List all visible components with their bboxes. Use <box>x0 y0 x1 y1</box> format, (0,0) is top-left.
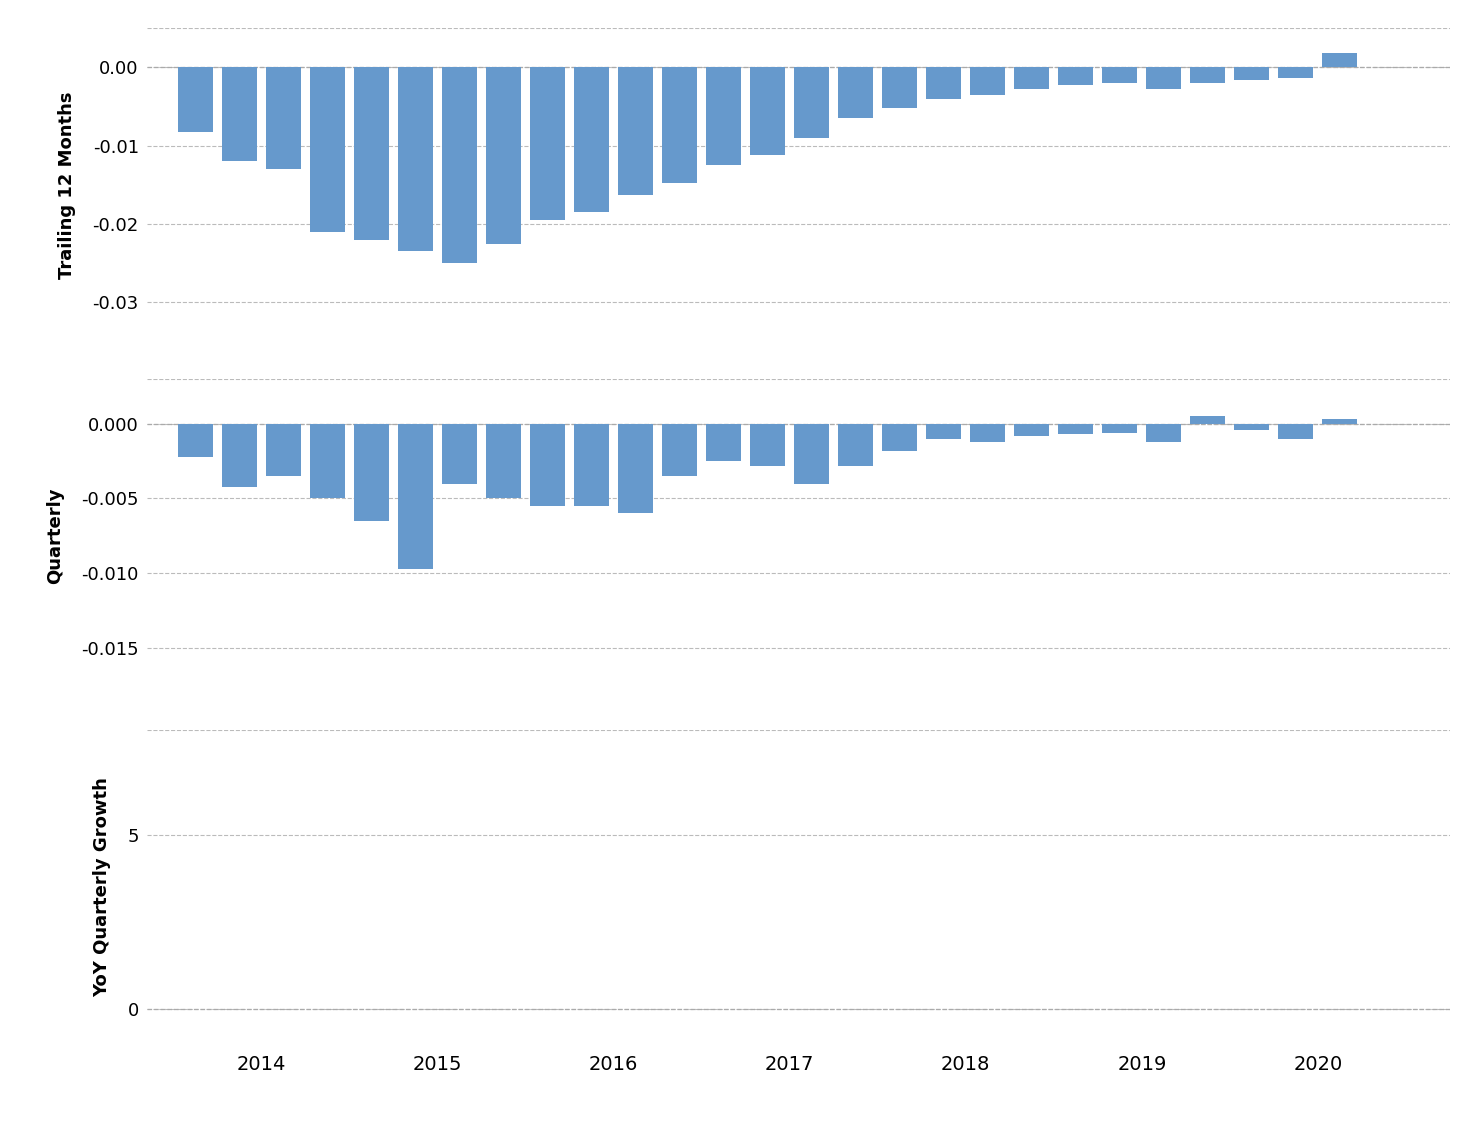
Bar <box>442 424 477 484</box>
Bar <box>1103 424 1138 433</box>
Bar <box>266 68 302 169</box>
Bar <box>1278 68 1313 78</box>
Bar <box>355 424 389 521</box>
Bar <box>530 424 565 506</box>
Bar <box>1322 53 1357 68</box>
Bar <box>1058 68 1094 85</box>
Bar <box>926 68 961 99</box>
Bar <box>1147 424 1182 442</box>
Bar <box>574 68 609 212</box>
Bar <box>530 68 565 220</box>
Bar <box>662 424 698 476</box>
Bar <box>838 68 873 118</box>
Bar <box>618 424 654 513</box>
Bar <box>707 424 742 461</box>
Bar <box>1103 68 1138 83</box>
Bar <box>1191 68 1226 83</box>
Bar <box>442 68 477 263</box>
Bar <box>1191 416 1226 424</box>
Bar <box>1147 68 1182 89</box>
Bar <box>178 424 213 457</box>
Bar <box>486 68 521 244</box>
Bar <box>751 424 786 466</box>
Bar <box>1014 424 1050 435</box>
Bar <box>1234 424 1269 430</box>
Bar <box>970 68 1005 95</box>
Bar <box>1278 424 1313 439</box>
Bar <box>970 424 1005 442</box>
Bar <box>707 68 742 166</box>
Bar <box>1014 68 1050 89</box>
Bar <box>662 68 698 184</box>
Bar <box>882 424 917 451</box>
Bar <box>574 424 609 506</box>
Bar <box>355 68 389 240</box>
Bar <box>397 68 433 252</box>
Bar <box>311 424 346 499</box>
Bar <box>1322 420 1357 424</box>
Bar <box>926 424 961 439</box>
Bar <box>222 424 258 486</box>
Y-axis label: YoY Quarterly Growth: YoY Quarterly Growth <box>93 777 110 997</box>
Y-axis label: Trailing 12 Months: Trailing 12 Months <box>57 91 77 279</box>
Y-axis label: Quarterly: Quarterly <box>47 487 65 584</box>
Bar <box>838 424 873 466</box>
Bar <box>222 68 258 161</box>
Bar <box>1234 68 1269 80</box>
Bar <box>486 424 521 499</box>
Bar <box>795 424 829 484</box>
Bar <box>397 424 433 569</box>
Bar <box>266 424 302 476</box>
Bar <box>751 68 786 156</box>
Bar <box>618 68 654 195</box>
Bar <box>178 68 213 132</box>
Bar <box>882 68 917 108</box>
Bar <box>1058 424 1094 434</box>
Bar <box>311 68 346 232</box>
Bar <box>795 68 829 138</box>
